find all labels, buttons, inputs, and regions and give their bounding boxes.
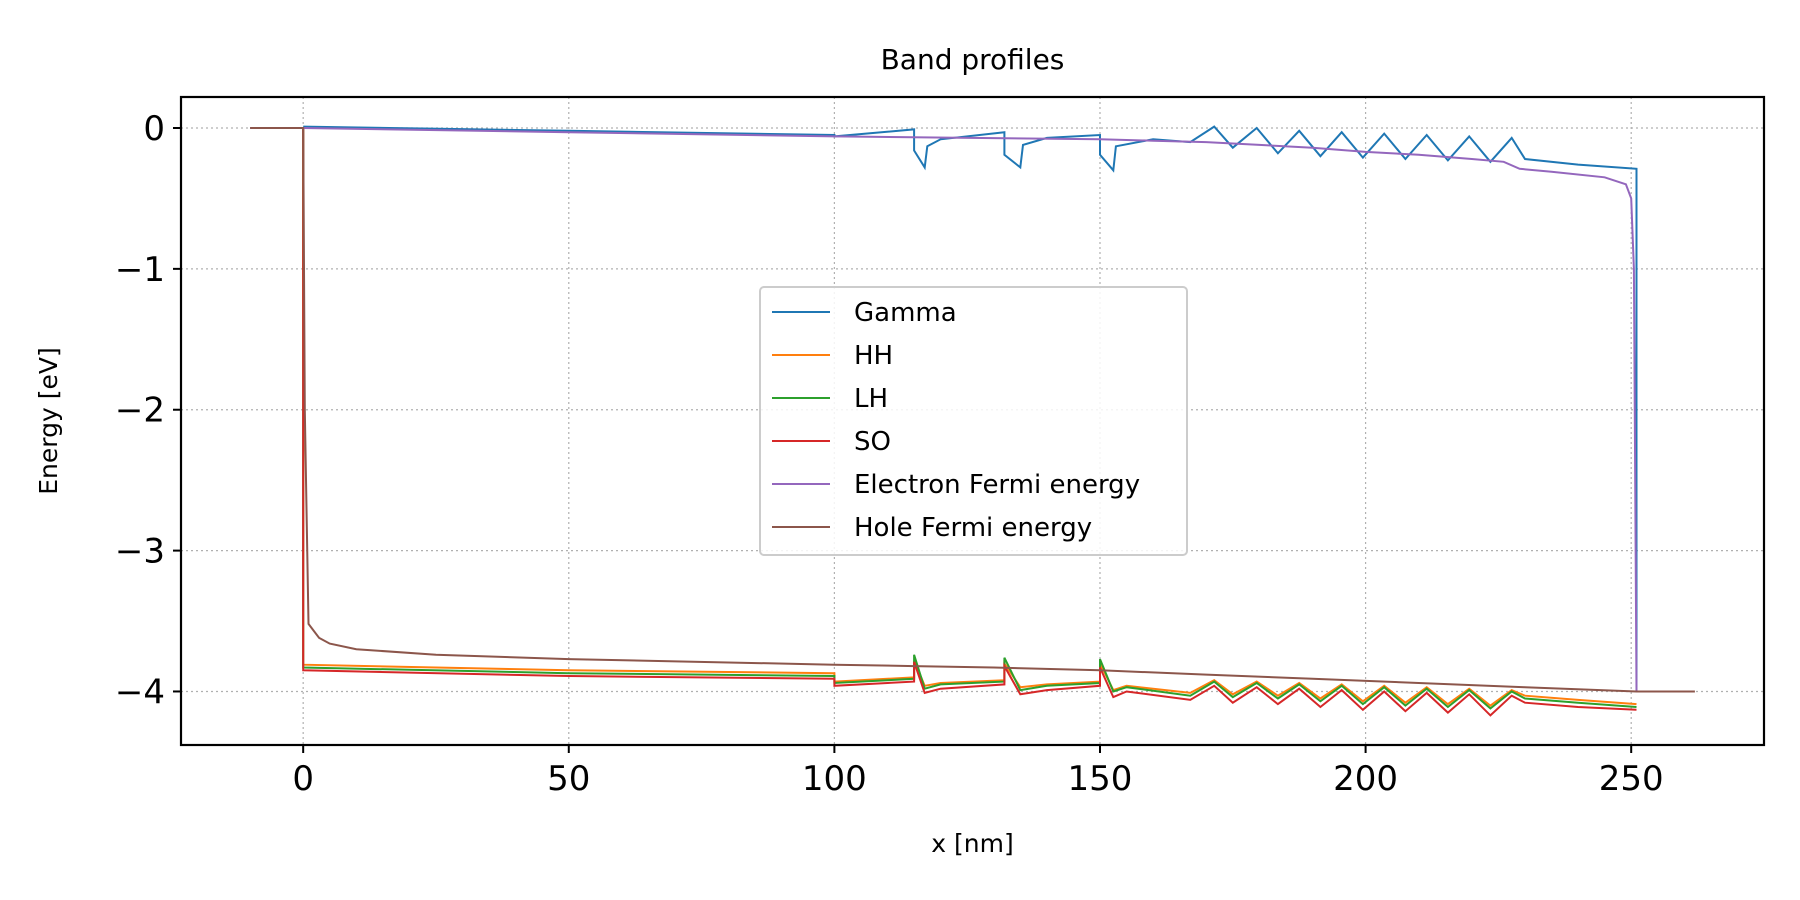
x-tick-label: 50 <box>547 759 590 799</box>
y-tick-label: −4 <box>115 672 165 712</box>
y-tick-label: −2 <box>115 391 165 431</box>
series-layer <box>250 125 1695 717</box>
legend-label-hole-fermi-energy: Hole Fermi energy <box>854 513 1092 543</box>
x-tick-label: 150 <box>1068 759 1133 799</box>
series-line-electron-fermi-energy <box>250 127 1638 692</box>
series-line-hole-fermi-energy <box>250 127 1695 693</box>
legend: Gamma HH LH SO Electron Fermi energy Hole Fer… <box>759 286 1188 556</box>
x-axis-label: x [nm] <box>931 829 1013 858</box>
x-tick-label: 0 <box>292 759 314 799</box>
y-tick-label: −3 <box>115 532 165 572</box>
legend-label-electron-fermi-energy: Electron Fermi energy <box>854 470 1140 500</box>
y-tick-label: 0 <box>143 109 165 149</box>
chart-title: Band profiles <box>881 43 1065 76</box>
x-tick-label: 250 <box>1599 759 1664 799</box>
y-axis-label: Energy [eV] <box>34 347 63 494</box>
plot-frame <box>179 95 1766 747</box>
legend-label-gamma: Gamma <box>854 298 957 328</box>
x-tick-label: 100 <box>802 759 867 799</box>
legend-label-hh: HH <box>854 341 893 371</box>
legend-box <box>759 286 1188 556</box>
x-tick-label: 200 <box>1333 759 1398 799</box>
series-line-lh <box>302 128 1637 710</box>
y-tick-label: −1 <box>115 250 165 290</box>
legend-label-so: SO <box>854 427 891 457</box>
legend-label-lh: LH <box>854 384 888 414</box>
tick-layer: 0 50 100 150 200 250 0 −1 −2 −3 −4 <box>115 109 1664 799</box>
